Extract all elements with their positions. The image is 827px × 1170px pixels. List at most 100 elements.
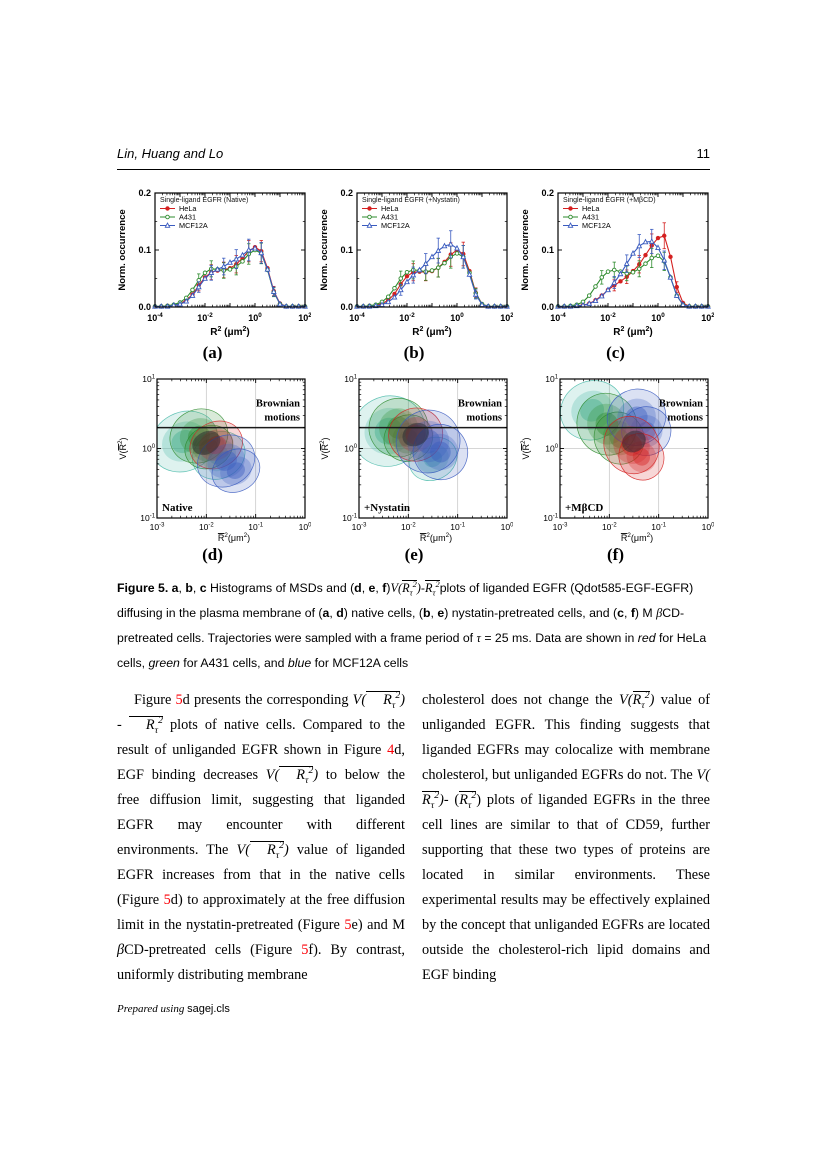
svg-text:motions: motions	[466, 413, 502, 424]
svg-text:HeLa: HeLa	[381, 204, 399, 213]
math-rtau2: Rτ2	[424, 579, 440, 598]
histogram-chart-c: 0.0 0.1 0.2 10-4 10-2 100 102 R2 (μm2) Norm. occ…	[520, 188, 714, 338]
svg-text:10-3: 10-3	[351, 522, 366, 532]
histogram-chart-a: 0.0 0.1 0.2 10-4 10-2 100 102 R2 (μm2) Norm. occ…	[117, 188, 311, 338]
svg-text:101: 101	[142, 374, 155, 384]
svg-text:Norm. occurrence: Norm. occurrence	[319, 209, 330, 290]
svg-text:10-2: 10-2	[400, 522, 415, 532]
svg-text:Single-ligand EGFR (+Nystatin): Single-ligand EGFR (+Nystatin)	[362, 197, 460, 204]
svg-text:HeLa: HeLa	[582, 204, 600, 213]
figure-ref-link[interactable]: 4	[387, 742, 395, 758]
math-v-rtau2: V(Rτ2)	[236, 840, 289, 861]
svg-text:10-2: 10-2	[602, 522, 617, 532]
svg-text:0.2: 0.2	[340, 188, 353, 198]
svg-text:R2(μm2): R2(μm2)	[419, 532, 451, 543]
body-column-left: Figure 5d presents the corresponding V(R…	[117, 688, 405, 988]
svg-text:0.1: 0.1	[340, 245, 353, 255]
svg-text:10-1: 10-1	[651, 522, 666, 532]
histogram-chart-b: 0.0 0.1 0.2 10-4 10-2 100 102 R2 (μm2) Norm. occ…	[319, 188, 513, 338]
svg-text:+Nystatin: +Nystatin	[364, 502, 410, 514]
svg-text:Norm. occurrence: Norm. occurrence	[117, 209, 128, 290]
svg-text:10-1: 10-1	[248, 522, 263, 532]
svg-text:10-2: 10-2	[600, 312, 616, 323]
figure-panel-b: 0.0 0.1 0.2 10-4 10-2 100 102 R2 (μm2) Norm. occ…	[316, 183, 513, 363]
svg-text:R2 (μm2): R2 (μm2)	[613, 326, 653, 338]
svg-text:V(R2): V(R2)	[117, 437, 128, 459]
panel-label: (d)	[202, 545, 223, 564]
math-v-rtau2: V(Rτ2)	[619, 690, 655, 711]
svg-text:Single-ligand EGFR (+MβCD): Single-ligand EGFR (+MβCD)	[563, 197, 656, 204]
panel-label: (f)	[607, 545, 624, 564]
svg-text:100: 100	[344, 444, 357, 454]
svg-text:R2 (μm2): R2 (μm2)	[412, 326, 452, 338]
svg-text:100: 100	[500, 522, 512, 532]
svg-text:V(R2): V(R2)	[520, 437, 531, 459]
svg-text:100: 100	[142, 444, 155, 454]
math-v-rtau2: V(Rτ2)	[422, 767, 710, 811]
svg-text:motions: motions	[264, 413, 300, 424]
svg-text:R2(μm2): R2(μm2)	[218, 532, 250, 543]
svg-text:10-2: 10-2	[199, 522, 214, 532]
svg-text:0.2: 0.2	[138, 188, 151, 198]
svg-text:10-1: 10-1	[342, 513, 357, 523]
svg-text:102: 102	[298, 312, 311, 323]
svg-text:motions: motions	[667, 413, 703, 424]
svg-text:102: 102	[500, 312, 513, 323]
figure-ref-link[interactable]: 5	[175, 692, 183, 708]
figure-ref-link[interactable]: 5	[301, 942, 309, 958]
math-v-rtau2: V(Rτ2)	[352, 690, 405, 711]
header-rule	[117, 169, 710, 170]
svg-text:0.0: 0.0	[541, 302, 554, 312]
svg-text:HeLa: HeLa	[179, 204, 197, 213]
svg-text:0.1: 0.1	[138, 245, 151, 255]
figure-ref-link[interactable]: 5	[163, 892, 171, 908]
svg-text:100: 100	[651, 312, 665, 323]
math-v-rtau2: V(Rτ2)	[265, 765, 319, 786]
svg-text:Brownian: Brownian	[256, 399, 300, 410]
svg-text:10-3: 10-3	[150, 522, 165, 532]
body-text: Figure 5d presents the corresponding V(R…	[117, 688, 711, 988]
svg-text:Brownian: Brownian	[457, 399, 501, 410]
svg-text:10-4: 10-4	[349, 312, 365, 323]
contour-chart-f: 10-3 10-2 10-1 100 10-1 100 101 +MβCD Brownian mo…	[520, 374, 714, 543]
running-head-authors: Lin, Huang and Lo	[117, 146, 224, 161]
svg-text:100: 100	[702, 522, 714, 532]
math-rtau2: Rτ2	[459, 790, 477, 811]
svg-text:Brownian: Brownian	[659, 399, 703, 410]
figure-panel-a: 0.0 0.1 0.2 10-4 10-2 100 102 R2 (μm2) Norm. occ…	[114, 183, 311, 363]
figure-row-histograms: 0.0 0.1 0.2 10-4 10-2 100 102 R2 (μm2) Norm. occ…	[114, 183, 714, 363]
svg-text:101: 101	[344, 374, 357, 384]
svg-text:0.1: 0.1	[541, 245, 554, 255]
contour-chart-e: 10-3 10-2 10-1 100 10-1 100 101 +Nystatin Browni…	[319, 374, 513, 543]
svg-text:100: 100	[248, 312, 262, 323]
svg-text:10-2: 10-2	[399, 312, 415, 323]
panel-label: (c)	[606, 343, 625, 362]
svg-text:101: 101	[545, 374, 558, 384]
svg-text:0.0: 0.0	[138, 302, 151, 312]
panel-label: (a)	[202, 343, 223, 362]
svg-text:0.0: 0.0	[340, 302, 353, 312]
figure-ref-link[interactable]: 5	[344, 917, 352, 933]
math-rtau2: Rτ2	[128, 716, 163, 735]
figure-panel-f: 10-3 10-2 10-1 100 10-1 100 101 +MβCD Brownian mo…	[517, 371, 714, 565]
svg-text:10-1: 10-1	[543, 513, 558, 523]
svg-text:Native: Native	[162, 502, 193, 514]
figure-panel-e: 10-3 10-2 10-1 100 10-1 100 101 +Nystatin Browni…	[316, 371, 513, 565]
panel-label: (b)	[403, 343, 425, 362]
svg-text:100: 100	[299, 522, 311, 532]
svg-text:102: 102	[701, 312, 714, 323]
svg-text:MCF12A: MCF12A	[179, 221, 208, 230]
svg-text:MCF12A: MCF12A	[381, 221, 410, 230]
paragraph-left: Figure 5d presents the corresponding V(R…	[117, 690, 406, 983]
paragraph-right: cholesterol does not change the V(Rτ2) v…	[422, 690, 710, 983]
page-number: 11	[696, 146, 711, 161]
footer: Prepared using sagej.cls	[117, 1003, 230, 1015]
running-head: Lin, Huang and Lo 11	[117, 146, 710, 161]
svg-text:10-3: 10-3	[553, 522, 568, 532]
svg-text:100: 100	[450, 312, 464, 323]
math-v-rtau2: V(Rτ2)	[390, 579, 421, 598]
panel-label: (e)	[404, 545, 424, 564]
svg-text:0.2: 0.2	[541, 188, 554, 198]
svg-text:Single-ligand EGFR (Native): Single-ligand EGFR (Native)	[160, 197, 248, 204]
